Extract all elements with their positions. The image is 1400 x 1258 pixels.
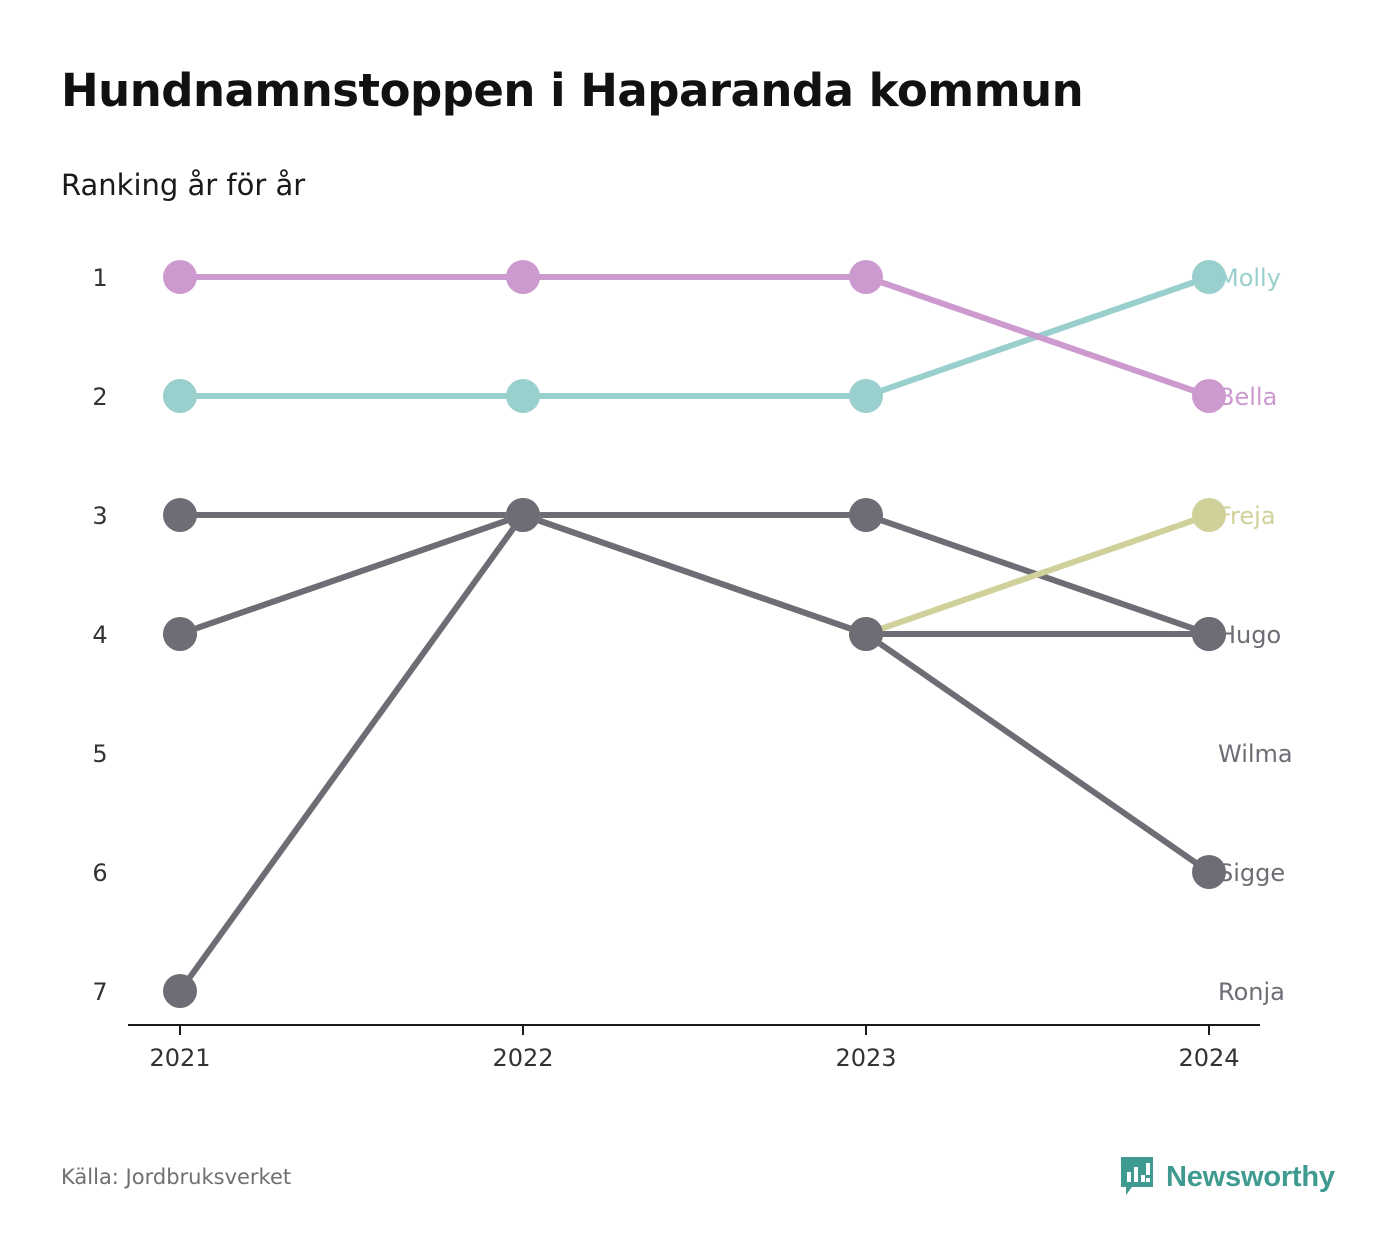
y-tick-label: 7 [92, 978, 107, 1006]
series-line-molly [177, 274, 1212, 399]
point-sigge [1192, 855, 1226, 889]
brand-name: Newsworthy [1166, 1160, 1335, 1193]
end-label-sigge: Sigge [1218, 859, 1285, 887]
chart-title: Hundnamnstoppen i Haparanda kommun [61, 64, 1084, 117]
source-note: Källa: Jordbruksverket [61, 1165, 292, 1189]
x-tick-label: 2022 [492, 1044, 553, 1072]
point-hugo [849, 498, 883, 532]
point-bella [1192, 379, 1226, 413]
point-molly [849, 379, 883, 413]
end-labels: Molly Bella Freja Hugo Wilma Sigge Ronja [1218, 264, 1293, 1006]
y-tick-label: 2 [92, 383, 107, 411]
y-axis-ticks: 1 2 3 4 5 6 7 [92, 264, 107, 1006]
series-line-sigge [177, 512, 1212, 994]
point-hugo [163, 498, 197, 532]
point-bella [163, 260, 197, 294]
point-wilma [849, 617, 883, 651]
point-wilma [1192, 617, 1226, 651]
point-molly [163, 379, 197, 413]
y-tick-label: 4 [92, 621, 107, 649]
end-label-bella: Bella [1218, 383, 1277, 411]
series-points [163, 260, 1226, 1008]
series-line-bella [177, 274, 1212, 399]
point-wilma [506, 498, 540, 532]
point-sigge [163, 974, 197, 1008]
x-tick-label: 2023 [835, 1044, 896, 1072]
y-tick-label: 1 [92, 264, 107, 292]
y-tick-label: 3 [92, 502, 107, 530]
y-tick-label: 5 [92, 740, 107, 768]
point-wilma [163, 617, 197, 651]
x-tick-label: 2024 [1178, 1044, 1239, 1072]
bump-chart: 1 2 3 4 5 6 7 2021 2022 2023 2024 Molly Bella Freja… [92, 260, 1293, 1072]
newsworthy-logo-icon [1121, 1157, 1153, 1195]
series-lines [177, 274, 1212, 994]
end-label-freja: Freja [1218, 502, 1276, 530]
point-bella [849, 260, 883, 294]
newsworthy-brand: Newsworthy [1118, 1155, 1335, 1199]
end-label-wilma: Wilma [1218, 740, 1293, 768]
y-tick-label: 6 [92, 859, 107, 887]
series-line-wilma [177, 512, 1212, 637]
point-freja [1192, 498, 1226, 532]
end-label-ronja: Ronja [1218, 978, 1285, 1006]
end-label-hugo: Hugo [1218, 621, 1281, 649]
x-tick-label: 2021 [149, 1044, 210, 1072]
end-label-molly: Molly [1218, 264, 1281, 292]
point-bella [506, 260, 540, 294]
x-axis-ticks: 2021 2022 2023 2024 [149, 1025, 1240, 1072]
point-molly [506, 379, 540, 413]
chart-subtitle: Ranking år för år [61, 168, 306, 202]
point-molly [1192, 260, 1226, 294]
